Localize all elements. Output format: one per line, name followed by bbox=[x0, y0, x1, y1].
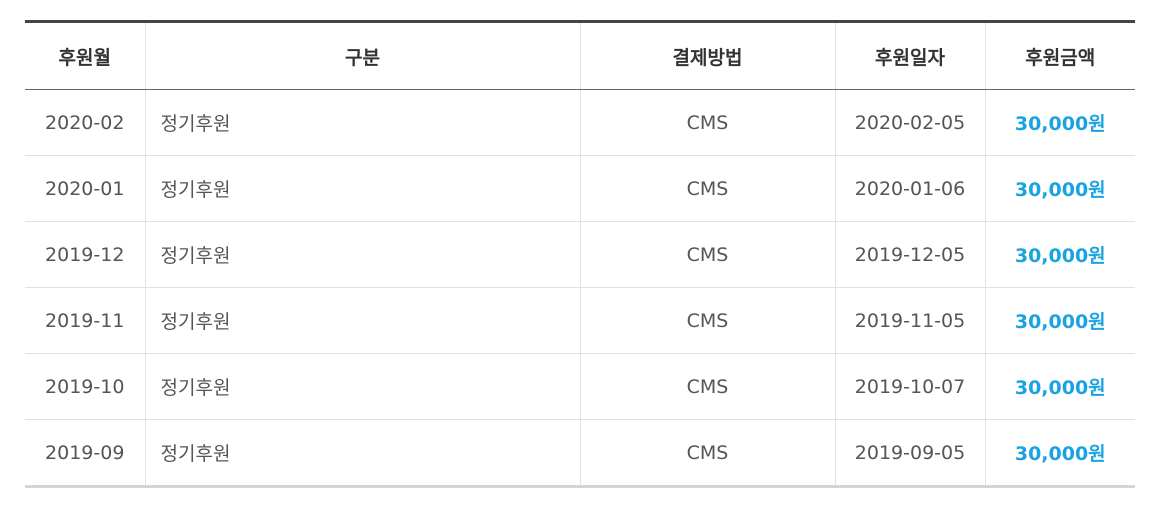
cell-month: 2020-01 bbox=[25, 155, 145, 222]
cell-donation-date: 2020-02-05 bbox=[834, 89, 985, 156]
cell-month: 2019-12 bbox=[25, 221, 145, 288]
header-type: 구분 bbox=[144, 21, 580, 90]
donation-history-table-wrapper: 후원월 구분 결제방법 후원일자 후원금액 2020-02 정기후원 CMS 2… bbox=[25, 20, 1135, 488]
cell-payment-method: CMS bbox=[579, 287, 835, 354]
cell-donation-amount: 30,000원 bbox=[984, 155, 1135, 222]
table-row: 2019-12 정기후원 CMS 2019-12-05 30,000원 bbox=[25, 221, 1135, 288]
cell-donation-date: 2020-01-06 bbox=[834, 155, 985, 222]
cell-donation-amount: 30,000원 bbox=[984, 221, 1135, 288]
cell-donation-amount: 30,000원 bbox=[984, 89, 1135, 156]
table-header-row: 후원월 구분 결제방법 후원일자 후원금액 bbox=[25, 21, 1135, 90]
cell-month: 2020-02 bbox=[25, 89, 145, 156]
table-row: 2020-02 정기후원 CMS 2020-02-05 30,000원 bbox=[25, 89, 1135, 156]
header-donation-date: 후원일자 bbox=[834, 21, 985, 90]
cell-payment-method: CMS bbox=[579, 155, 835, 222]
cell-payment-method: CMS bbox=[579, 419, 835, 487]
header-payment-method: 결제방법 bbox=[579, 21, 835, 90]
cell-donation-date: 2019-10-07 bbox=[834, 353, 985, 420]
donation-history-table: 후원월 구분 결제방법 후원일자 후원금액 2020-02 정기후원 CMS 2… bbox=[25, 20, 1135, 488]
table-row: 2020-01 정기후원 CMS 2020-01-06 30,000원 bbox=[25, 155, 1135, 222]
table-row: 2019-11 정기후원 CMS 2019-11-05 30,000원 bbox=[25, 287, 1135, 354]
header-donation-amount: 후원금액 bbox=[984, 21, 1135, 90]
cell-donation-date: 2019-12-05 bbox=[834, 221, 985, 288]
header-month: 후원월 bbox=[25, 21, 145, 90]
cell-donation-amount: 30,000원 bbox=[984, 287, 1135, 354]
cell-type: 정기후원 bbox=[144, 221, 580, 288]
cell-donation-date: 2019-09-05 bbox=[834, 419, 985, 487]
cell-donation-amount: 30,000원 bbox=[984, 353, 1135, 420]
cell-donation-date: 2019-11-05 bbox=[834, 287, 985, 354]
cell-type: 정기후원 bbox=[144, 353, 580, 420]
cell-month: 2019-09 bbox=[45, 441, 125, 464]
table-row: 2019-10 정기후원 CMS 2019-10-07 30,000원 bbox=[25, 353, 1135, 420]
cell-type: 정기후원 bbox=[144, 89, 580, 156]
cell-donation-amount: 30,000원 bbox=[984, 419, 1135, 487]
table-row: 2019-09 정기후원 CMS 2019-09-05 30,000원 bbox=[25, 419, 1135, 487]
cell-payment-method: CMS bbox=[579, 89, 835, 156]
cell-payment-method: CMS bbox=[579, 353, 835, 420]
cell-type: 정기후원 bbox=[144, 419, 580, 487]
cell-month: 2019-11 bbox=[25, 287, 145, 354]
cell-type: 정기후원 bbox=[144, 287, 580, 354]
cell-payment-method: CMS bbox=[579, 221, 835, 288]
cell-type: 정기후원 bbox=[144, 155, 580, 222]
cell-month: 2019-10 bbox=[25, 353, 145, 420]
